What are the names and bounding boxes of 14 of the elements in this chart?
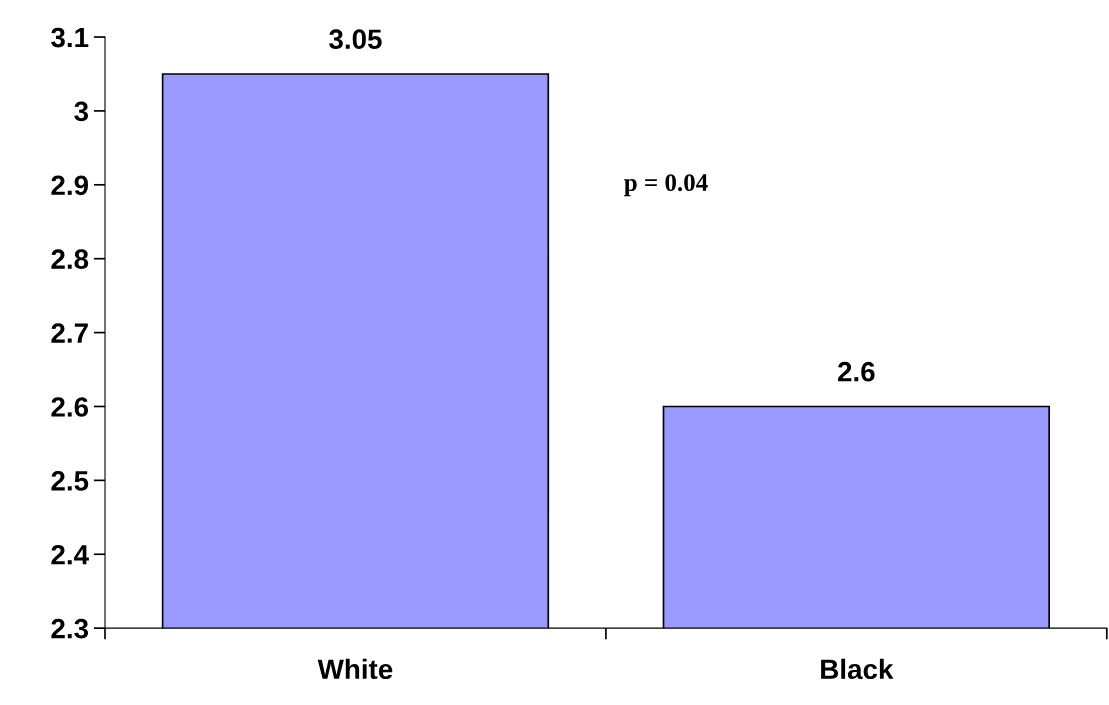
x-tick-label: White xyxy=(317,658,393,680)
y-tick-label: 2.8 xyxy=(51,249,89,270)
x-tick-label: Black xyxy=(821,658,894,680)
y-tick-label: 2.9 xyxy=(51,175,89,196)
data-label: 3.05 xyxy=(329,29,382,50)
data-label: 2.6 xyxy=(838,361,875,382)
annotation: p = 0.04 xyxy=(624,174,708,197)
y-tick-label: 2.4 xyxy=(51,544,89,565)
y-tick-label: 3.1 xyxy=(51,27,89,48)
y-tick-label: 2.7 xyxy=(51,323,88,343)
y-tick-label: 2.5 xyxy=(51,471,89,491)
y-tick-label: 2.6 xyxy=(51,397,89,417)
y-tick-label: 3 xyxy=(74,101,89,122)
y-tick-label: 2.3 xyxy=(51,618,89,639)
